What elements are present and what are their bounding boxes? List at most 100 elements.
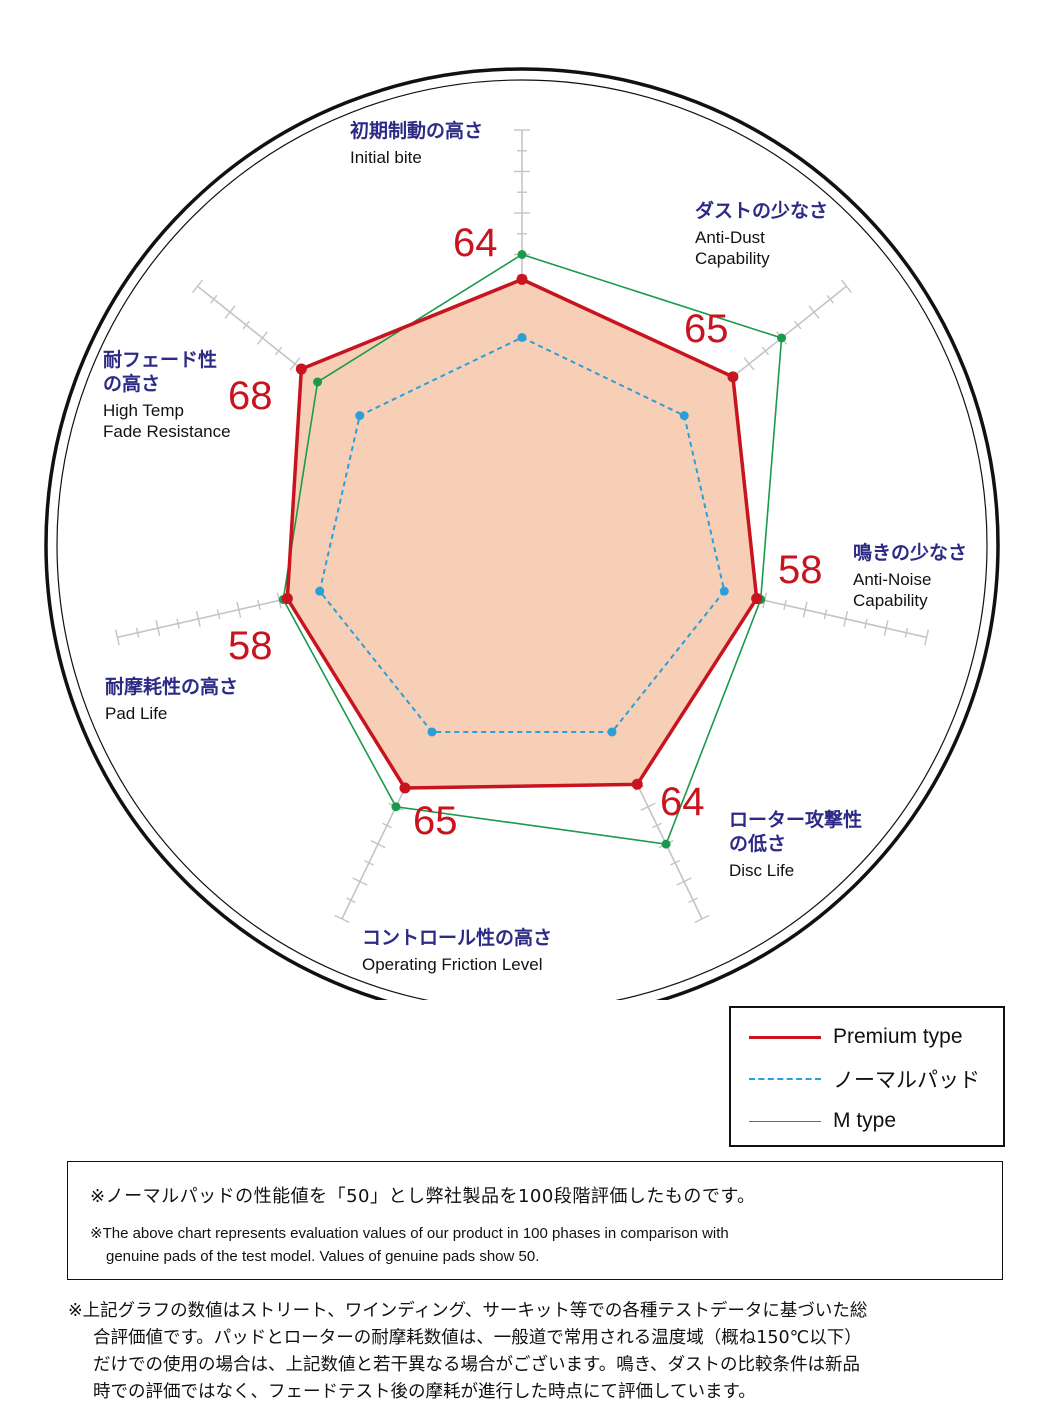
axis-label-en: Capability xyxy=(695,249,770,268)
data-point xyxy=(281,593,293,605)
axis-tick xyxy=(904,627,909,638)
note-box: ※ノーマルパッドの性能値を「50」とし弊社製品を100段階評価したものです。 ※… xyxy=(67,1161,1003,1280)
axis-label-en: Disc Life xyxy=(729,861,794,880)
axis-label-jp: 鳴きの少なさ xyxy=(853,541,967,564)
axis-tick xyxy=(826,294,834,304)
data-point xyxy=(727,371,739,383)
axis-tick xyxy=(794,320,802,330)
legend-label: Premium type xyxy=(833,1025,963,1048)
value-label: 64 xyxy=(453,221,498,265)
data-point xyxy=(517,333,527,342)
axis-tick xyxy=(236,601,242,618)
value-label: 64 xyxy=(660,780,705,824)
axis-label-jp: コントロール性の高さ xyxy=(362,926,552,949)
axis-tick xyxy=(176,618,180,629)
axis-tick xyxy=(114,629,120,646)
axis-tick xyxy=(135,627,140,638)
outer-ring xyxy=(44,67,1000,1000)
series-line-0 xyxy=(285,277,759,790)
axis-tick xyxy=(256,331,268,345)
axis-tick xyxy=(364,860,374,866)
axis-tick xyxy=(864,618,868,629)
axis-tick xyxy=(370,840,386,849)
axis-label-en: Operating Friction Level xyxy=(362,955,542,974)
axis-tick xyxy=(155,620,161,637)
data-point xyxy=(313,377,323,387)
axis-label-en: Fade Resistance xyxy=(103,422,231,441)
data-point xyxy=(399,782,411,794)
axis-label-en: Anti-Noise xyxy=(853,570,931,589)
axis-tick xyxy=(334,914,350,924)
data-point xyxy=(315,586,325,596)
data-point xyxy=(391,802,401,812)
note-en-line2: genuine pads of the test model. Values o… xyxy=(106,1248,540,1265)
axis-label-jp: ダストの少なさ xyxy=(695,199,828,222)
axis-tick xyxy=(924,629,930,646)
axis-label-en: Initial bite xyxy=(350,148,422,167)
footnote-line2: 合評価値です。パッドとローターの耐摩耗数値は、一般道で常用される温度域（概ね15… xyxy=(93,1328,862,1348)
value-label: 68 xyxy=(228,374,273,418)
axis-tick xyxy=(640,802,656,811)
axis-label-jp: ローター攻撃性 xyxy=(729,808,862,831)
data-point xyxy=(607,727,617,737)
axis-tick xyxy=(802,601,808,618)
footnote-line3: だけでの使用の場合は、上記数値と若干異なる場合がございます。鳴き、ダストの比較条… xyxy=(93,1355,861,1375)
data-point xyxy=(631,778,643,790)
axis-tick xyxy=(843,610,849,627)
premium-area xyxy=(287,279,757,789)
axis-label-jp: の高さ xyxy=(103,372,160,395)
legend-label: M type xyxy=(833,1109,897,1132)
legend-item-premium: Premium type xyxy=(749,1022,963,1052)
radar-chart: 初期制動の高さ Initial bite ダストの少なさ Anti-Dust Capab… xyxy=(44,67,1000,1000)
axis-tick xyxy=(289,357,301,371)
axis-label-jp: 耐フェード性 xyxy=(103,348,217,371)
value-label: 65 xyxy=(413,799,458,843)
axis-tick xyxy=(224,305,236,319)
axis-label-jp: 耐摩耗性の高さ xyxy=(105,675,238,698)
data-point xyxy=(661,839,671,849)
note-jp: ※ノーマルパッドの性能値を「50」とし弊社製品を100段階評価したものです。 xyxy=(90,1186,756,1207)
legend-label: ノーマルパッド xyxy=(833,1069,980,1092)
note-en: ※The above chart represents evaluation v… xyxy=(90,1222,980,1268)
value-label: 65 xyxy=(684,307,729,351)
series-line-2 xyxy=(282,253,783,846)
axis-tick xyxy=(382,822,392,829)
data-point xyxy=(295,363,307,375)
series-layer xyxy=(278,250,787,849)
legend: Premium type ノーマルパッド M type xyxy=(729,1006,1005,1147)
data-point xyxy=(719,586,729,596)
axis-label-en: Anti-Dust xyxy=(695,228,765,247)
axis-tick xyxy=(676,877,692,886)
axis-tick xyxy=(670,860,680,866)
axis-label-jp: の低さ xyxy=(729,832,786,855)
axis-tick xyxy=(210,294,218,304)
legend-swatch-m-type xyxy=(749,1120,821,1122)
axis-tick xyxy=(688,897,698,904)
footnote: ※上記グラフの数値はストリート、ワインディング、サーキット等での各種テストデータ… xyxy=(68,1298,1008,1406)
inner-ring xyxy=(56,79,988,1000)
data-point xyxy=(355,411,365,421)
legend-swatch-normal xyxy=(749,1078,821,1080)
axis-tick xyxy=(783,599,787,611)
axis-tick xyxy=(808,305,820,319)
value-label: 58 xyxy=(228,624,273,668)
series-line-1 xyxy=(318,336,726,733)
axis-tick xyxy=(274,346,283,356)
axis-tick xyxy=(192,279,204,293)
data-point xyxy=(751,593,763,605)
note-en-line1: ※The above chart represents evaluation v… xyxy=(90,1225,729,1242)
data-point xyxy=(679,411,689,421)
axis-tick xyxy=(694,914,710,924)
axis-tick xyxy=(883,620,889,637)
axis-tick xyxy=(352,877,368,886)
axis-label-jp: 初期制動の高さ xyxy=(350,119,483,142)
value-label: 58 xyxy=(778,548,823,592)
axis-tick xyxy=(216,609,221,620)
axis-tick xyxy=(652,822,662,829)
axis-label-en: High Temp xyxy=(103,401,184,420)
axis-label-en: Pad Life xyxy=(105,704,167,723)
legend-item-m-type: M type xyxy=(749,1106,896,1136)
data-point xyxy=(427,727,437,737)
axis-tick xyxy=(743,357,755,371)
footnote-line1: ※上記グラフの数値はストリート、ワインディング、サーキット等での各種テストデータ… xyxy=(68,1301,868,1321)
